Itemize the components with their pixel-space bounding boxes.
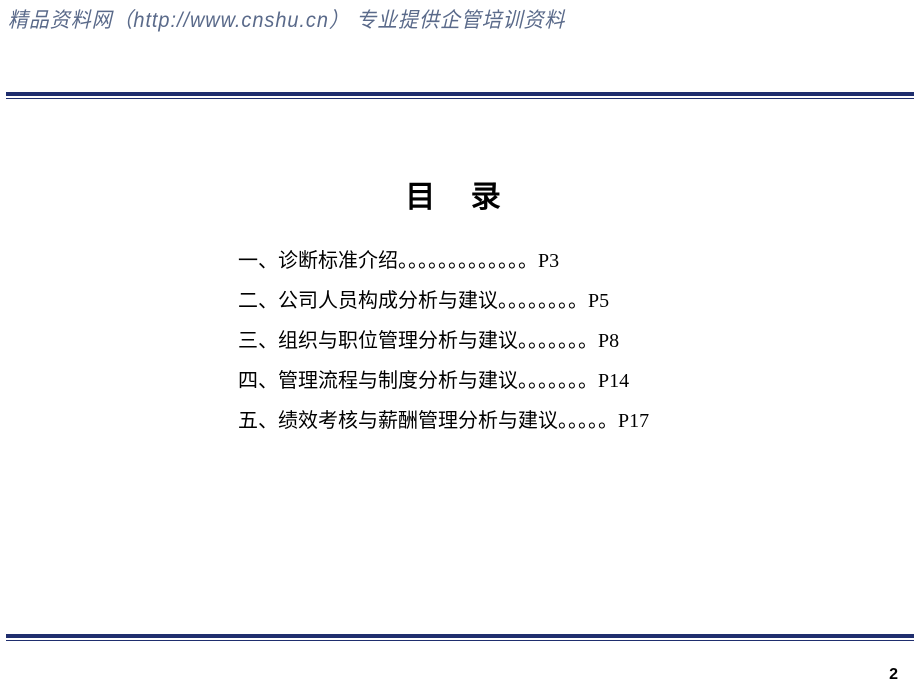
toc-item-label: 四、管理流程与制度分析与建议 xyxy=(238,370,518,392)
top-divider-thick xyxy=(6,92,914,96)
bottom-divider xyxy=(6,634,914,641)
toc-item-page: P3 xyxy=(538,250,559,272)
bottom-divider-thick xyxy=(6,634,914,638)
toc-item: 四、管理流程与制度分析与建议。。。。。。。P14 xyxy=(238,367,718,395)
top-divider xyxy=(6,92,914,99)
top-divider-thin xyxy=(6,98,914,99)
toc-item: 二、公司人员构成分析与建议。。。。。。。。P5 xyxy=(238,287,718,315)
toc-item-dots: 。。。。。 xyxy=(558,410,618,432)
table-of-contents: 一、诊断标准介绍。。。。。。。。。。。。。P3 二、公司人员构成分析与建议。。。… xyxy=(238,247,718,447)
toc-item: 一、诊断标准介绍。。。。。。。。。。。。。P3 xyxy=(238,247,718,275)
toc-item-dots: 。。。。。。。。。。。。。 xyxy=(398,250,538,272)
toc-item-dots: 。。。。。。。。 xyxy=(498,290,588,312)
page-title: 目 录 xyxy=(0,172,920,216)
toc-item: 三、组织与职位管理分析与建议。。。。。。。P8 xyxy=(238,327,718,355)
toc-item-page: P14 xyxy=(598,370,629,392)
toc-item-dots: 。。。。。。。 xyxy=(518,330,598,352)
toc-item: 五、绩效考核与薪酬管理分析与建议。。。。。P17 xyxy=(238,407,718,435)
toc-item-page: P8 xyxy=(598,330,619,352)
bottom-divider-thin xyxy=(6,640,914,641)
toc-item-label: 五、绩效考核与薪酬管理分析与建议 xyxy=(238,410,558,432)
toc-item-label: 三、组织与职位管理分析与建议 xyxy=(238,330,518,352)
toc-item-label: 一、诊断标准介绍 xyxy=(238,250,398,272)
page-number: 2 xyxy=(889,666,898,684)
watermark-header: 精品资料网（http://www.cnshu.cn） 专业提供企管培训资料 xyxy=(8,4,565,34)
toc-item-page: P17 xyxy=(618,410,649,432)
toc-item-dots: 。。。。。。。 xyxy=(518,370,598,392)
toc-item-label: 二、公司人员构成分析与建议 xyxy=(238,290,498,312)
toc-item-page: P5 xyxy=(588,290,609,312)
